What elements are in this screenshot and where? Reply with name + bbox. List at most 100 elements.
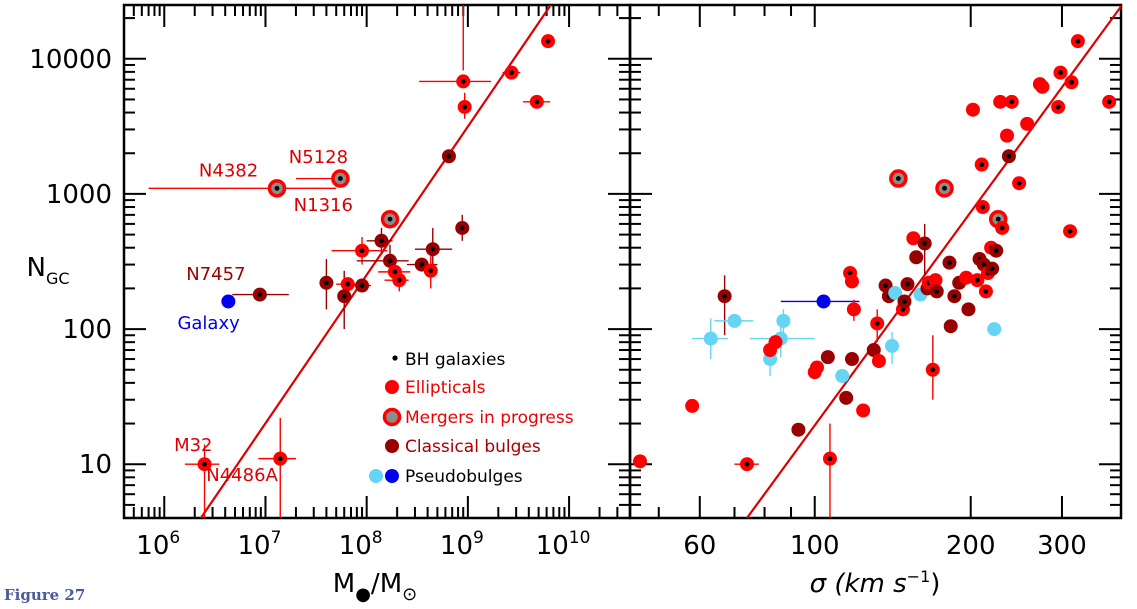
point-annotation: N4486A [206,465,278,486]
legend-mergers-label: Mergers in progress [405,408,574,428]
plot-area [633,5,1121,518]
bh-marker [993,248,999,254]
ellipticals-point [846,302,861,317]
y-axis-label: NGC [26,253,69,288]
bh-marker [459,225,465,231]
bh-marker [874,321,880,326]
bh-marker [883,283,888,288]
x-tick-label: 200 [946,531,996,561]
bh-marker [905,281,910,287]
bh-marker [1009,99,1015,105]
ellipticals-point [965,102,980,117]
classical-point [866,343,881,358]
bh-marker [744,461,750,467]
ellipticals-point [1000,128,1015,143]
bh-marker [337,176,343,181]
bh-marker [460,79,466,84]
y-tick-label: 100 [62,315,112,345]
ellipticals-point [685,398,700,413]
point-annotation: M32 [174,435,212,456]
bh-marker [827,456,833,462]
ellipticals-point [633,454,648,469]
bh-marker [202,461,207,467]
y-tick-label: 10000 [29,45,112,75]
bh-marker [1075,38,1081,44]
legend-pseudo-marker-cyan [369,469,383,483]
pseudo-point [885,338,900,353]
pseudo-point [703,331,718,346]
bh-marker [379,238,384,244]
point-annotation: N4382 [199,160,258,181]
ellipticals-point [856,403,871,418]
bh-marker [1055,104,1061,110]
right-panel: 60 100 200 300 [628,3,1123,561]
pseudo-point [987,322,1002,337]
bh-marker [989,266,995,272]
bh-marker [545,38,551,44]
x-tick-label: 100 [790,531,840,561]
plot-area [148,5,556,518]
legend-pseudo-label: Pseudobulges [405,467,523,487]
bh-marker [392,269,398,275]
legend-ellipticals-marker [385,380,399,394]
x-tick-label: 60 [683,531,716,561]
x-tick-label: 106 [136,528,180,561]
bh-marker [345,281,351,287]
bh-marker [895,176,901,181]
bh-marker [942,185,947,191]
bh-marker [1006,153,1012,159]
bh-marker [534,99,540,105]
classical-point [961,302,976,317]
ellipticals-point [1035,79,1050,94]
ellipticals-point [928,273,943,288]
galaxy-point [816,294,831,309]
bh-marker [974,277,980,283]
pseudo-point [835,368,850,383]
ellipticals-point [871,354,886,369]
x-axis-label-left: M●/M⊙ [333,569,417,605]
x-axis-label-right: σ (km s−1) [810,567,941,599]
y-tick-label: 1000 [46,180,112,210]
point-annotation: N1316 [294,195,353,216]
ellipticals-point [768,335,783,350]
legend: BH galaxies Ellipticals Mergers in progr… [369,350,574,487]
bh-marker [396,277,402,283]
bh-marker [902,299,907,304]
bh-marker [430,246,436,252]
bh-marker [980,204,986,210]
legend-classical-marker [385,439,399,453]
bh-marker [277,456,283,462]
bh-marker [979,162,985,167]
legend-ellipticals-label: Ellipticals [405,378,486,398]
x-tick-label: 109 [440,528,484,561]
pseudo-point [776,313,791,328]
bh-marker [951,293,957,299]
point-annotation: N7457 [186,264,245,285]
fit-line [746,5,1121,518]
legend-bh-label: BH galaxies [405,350,505,370]
bh-marker [274,185,280,191]
bh-marker [847,270,853,276]
figure-caption: Figure 27 [4,586,86,604]
legend-bh-marker [392,355,398,361]
legend-classical-label: Classical bulges [405,437,541,457]
bh-marker [722,293,728,299]
bh-marker [428,268,434,274]
x-tick-label: 107 [238,528,282,561]
bh-marker [446,153,452,159]
bh-marker [999,225,1005,231]
ellipticals-point [906,231,921,246]
ellipticals-point [809,360,824,375]
pseudo-point [727,313,742,328]
y-tick-label: 10 [79,450,112,480]
bh-marker [359,283,365,288]
bh-marker [387,258,393,264]
bh-marker [1069,79,1074,85]
bh-marker [359,248,365,254]
bh-marker [981,262,987,267]
x-tick-label: 1010 [536,528,591,561]
bh-marker [1067,228,1073,234]
bh-marker [1106,99,1112,105]
